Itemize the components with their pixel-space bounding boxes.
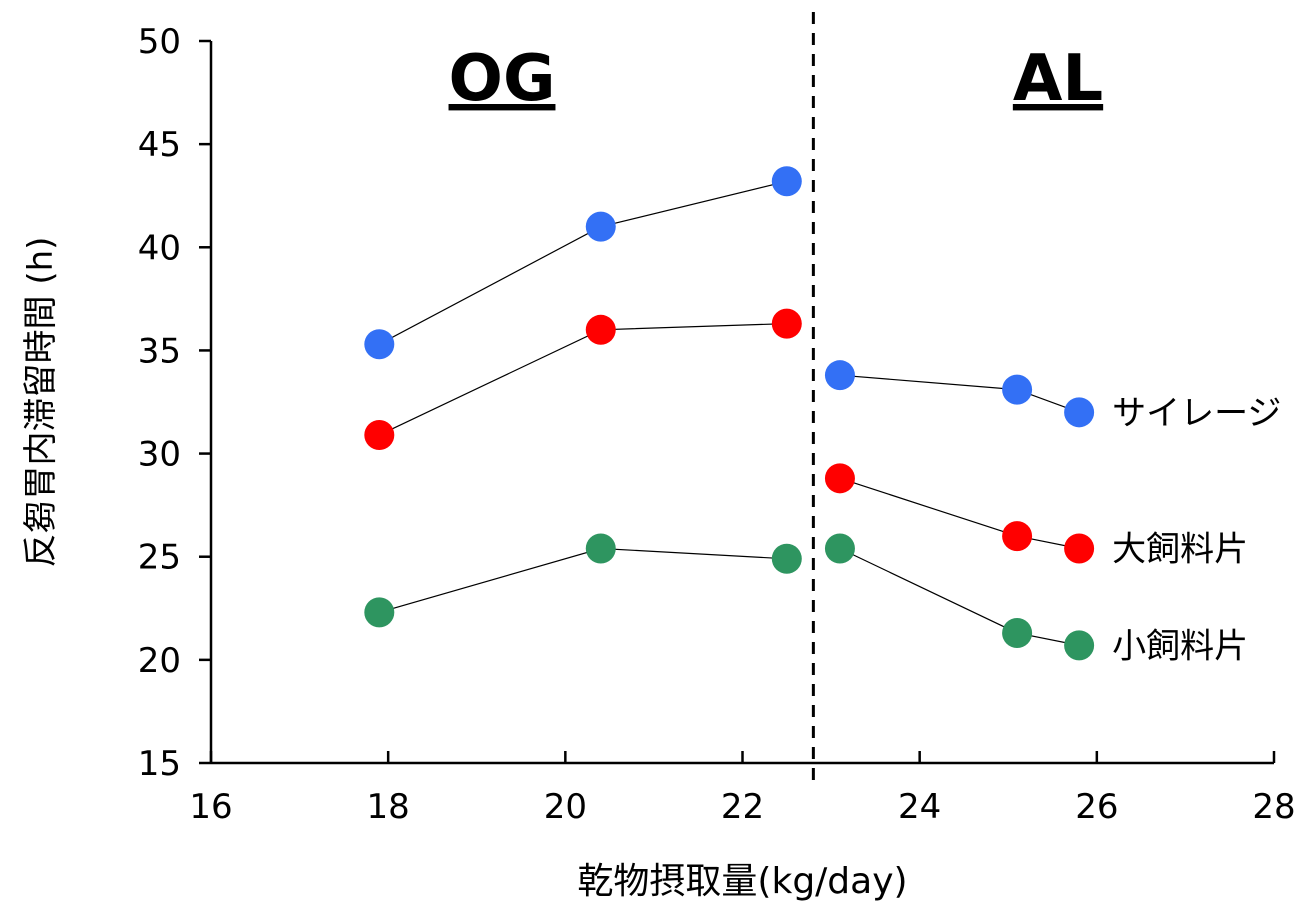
data-point — [824, 360, 855, 391]
series-label: 小飼料片 — [1112, 626, 1248, 666]
data-point — [1064, 630, 1095, 661]
group-label-og: OG — [449, 42, 556, 116]
data-point — [364, 597, 395, 628]
x-tick-label: 16 — [189, 787, 232, 827]
x-tick-label: 24 — [898, 787, 941, 827]
series-line — [379, 180, 787, 345]
series-line — [839, 547, 1080, 646]
data-point — [771, 543, 802, 574]
y-tick-label: 40 — [138, 228, 181, 268]
data-point — [771, 166, 802, 197]
data-point — [585, 211, 616, 242]
y-tick-label: 45 — [138, 125, 181, 165]
data-point — [824, 533, 855, 564]
y-tick-label: 35 — [138, 331, 181, 371]
series-points-layer — [364, 166, 1095, 661]
data-point — [585, 533, 616, 564]
data-point — [1064, 397, 1095, 428]
group-label-al: AL — [1013, 42, 1103, 116]
series-line — [379, 547, 787, 613]
y-tick-label: 25 — [138, 538, 181, 578]
y-tick-label: 50 — [138, 22, 181, 62]
data-point — [1064, 533, 1095, 564]
series-line — [379, 323, 787, 436]
series-label: 大飼料片 — [1112, 529, 1248, 569]
x-tick-label: 18 — [367, 787, 410, 827]
data-point — [771, 308, 802, 339]
data-point — [585, 314, 616, 345]
series-lines-layer — [379, 180, 1080, 646]
x-tick-label: 28 — [1252, 787, 1295, 827]
series-label: サイレージ — [1112, 393, 1281, 433]
data-point — [1002, 374, 1033, 405]
axes: 15 20 25 30 35 40 45 50 16 18 20 22 24 26 28 乾物摂取量(kg/d… — [21, 22, 1296, 902]
x-axis-title: 乾物摂取量(kg/day) — [577, 861, 907, 902]
data-point — [824, 463, 855, 494]
x-tick-label: 20 — [544, 787, 587, 827]
y-tick-label: 30 — [138, 435, 181, 475]
series-line — [839, 477, 1080, 550]
data-point — [1002, 618, 1033, 649]
y-tick-label: 15 — [138, 744, 181, 784]
data-point — [1002, 521, 1033, 552]
x-tick-label: 22 — [721, 787, 764, 827]
series-line — [839, 374, 1080, 413]
y-axis-title: 反芻胃内滞留時間 (h) — [21, 237, 61, 568]
y-tick-label: 20 — [138, 641, 181, 681]
x-tick-label: 26 — [1075, 787, 1118, 827]
data-point — [364, 329, 395, 360]
data-point — [364, 420, 395, 451]
